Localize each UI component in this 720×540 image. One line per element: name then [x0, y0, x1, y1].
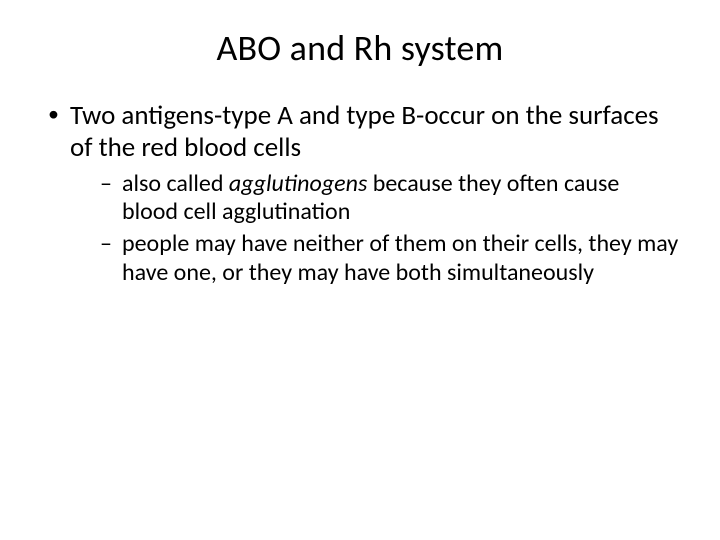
slide-title: ABO and Rh system — [40, 26, 680, 70]
sub-bullet-text: people may have neither of them on their… — [122, 229, 678, 286]
bullet-text: Two antigens-type A and type B-occur on … — [70, 99, 659, 164]
sub-bullet-italic-segment: agglutinogens — [229, 169, 367, 198]
sub-bullet-text-segment: also called — [122, 169, 229, 198]
bullet-list-level2: also called agglutinogens because they o… — [100, 170, 680, 287]
sub-bullet-item: also called agglutinogens because they o… — [100, 170, 680, 227]
bullet-list-level1: Two antigens-type A and type B-occur on … — [46, 100, 680, 287]
slide: ABO and Rh system Two antigens-type A an… — [0, 0, 720, 540]
bullet-item: Two antigens-type A and type B-occur on … — [46, 100, 680, 287]
sub-bullet-item: people may have neither of them on their… — [100, 230, 680, 287]
